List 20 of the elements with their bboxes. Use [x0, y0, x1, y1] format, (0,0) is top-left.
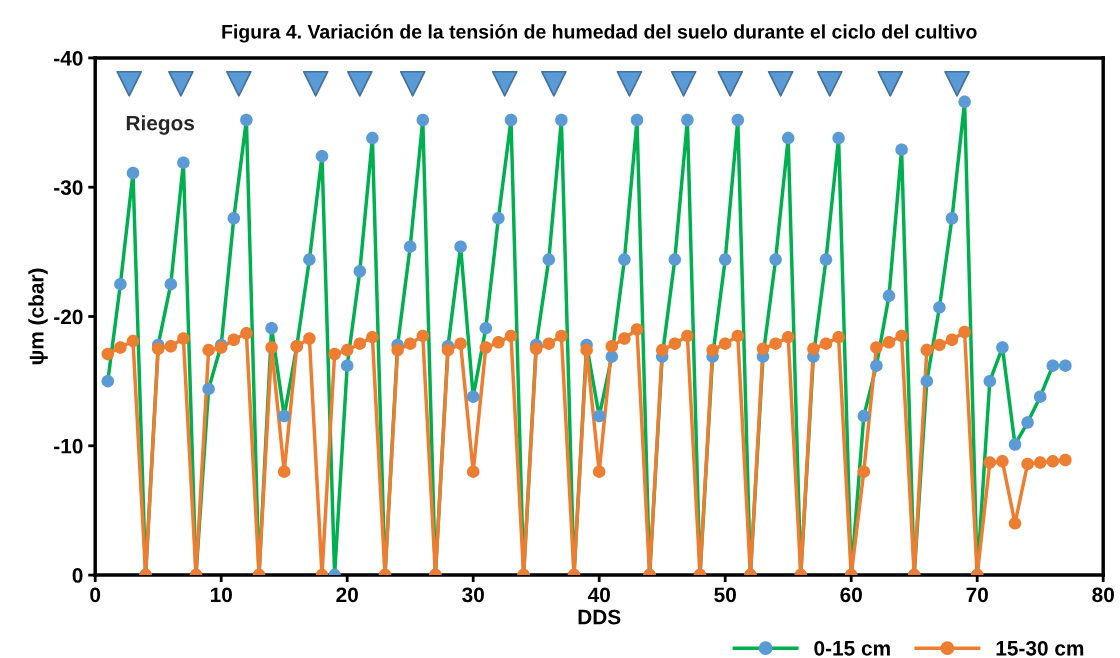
annotation: Riegos: [126, 115, 195, 135]
y-tick-label: -30: [54, 180, 83, 195]
x-tick-label: 30: [462, 587, 484, 603]
x-tick-label: 70: [966, 587, 988, 603]
x-tick-label: 60: [840, 587, 862, 603]
y-tick-label: -10: [54, 438, 83, 454]
x-tick-label: 10: [210, 587, 232, 603]
x-tick-label: 0: [90, 587, 101, 603]
legend-label: 0-15 cm: [814, 640, 890, 656]
x-tick-label: 80: [1092, 587, 1114, 603]
y-tick-label: -20: [54, 309, 83, 325]
y-tick-label: 0: [72, 568, 83, 583]
legend-label: 15-30 cm: [996, 640, 1084, 656]
x-axis-title: DDS: [578, 609, 621, 625]
y-axis-title: ψm (cbar): [28, 268, 48, 365]
x-tick-label: 50: [714, 587, 736, 603]
x-tick-label: 20: [336, 587, 358, 603]
x-tick-label: 40: [587, 587, 610, 603]
y-tick-label: -40: [54, 50, 83, 66]
chart-title: Figura 4. Variación de la tensión de humedad del suelo durante el ciclo del cultivo: [222, 24, 977, 43]
